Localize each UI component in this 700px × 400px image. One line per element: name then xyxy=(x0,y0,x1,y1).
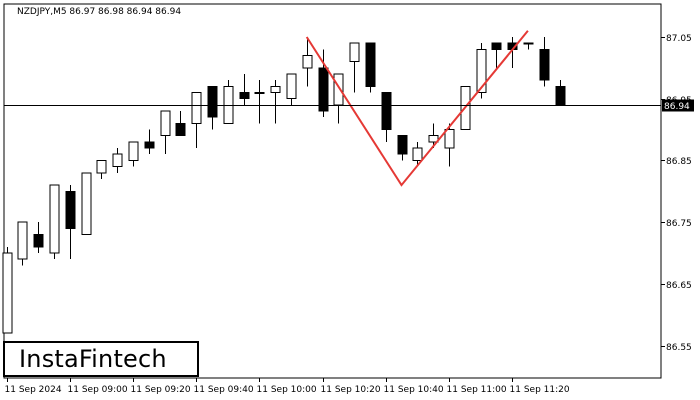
candle xyxy=(207,85,218,130)
candle-body-bearish xyxy=(539,48,550,81)
candle xyxy=(491,42,502,68)
candle-body-bearish xyxy=(555,85,566,106)
candle-body-bullish xyxy=(49,184,60,254)
current-price-label-text: 86.94 xyxy=(664,102,690,112)
candle xyxy=(523,42,534,50)
candle-body-bearish xyxy=(318,67,329,112)
candle xyxy=(286,73,297,105)
candle xyxy=(112,148,123,173)
candle xyxy=(397,135,408,161)
x-tick-label: 11 Sep 09:20 xyxy=(131,385,191,395)
y-tick-label: 86.85 xyxy=(666,157,692,167)
x-tick-label: 11 Sep 10:40 xyxy=(384,385,444,395)
candle xyxy=(270,80,281,124)
candle xyxy=(223,80,234,124)
candle xyxy=(365,42,376,93)
candle-body-bullish xyxy=(428,135,439,143)
candle-body-bullish xyxy=(286,73,297,100)
candle xyxy=(191,92,202,149)
candle xyxy=(476,43,487,99)
y-tick-label: 86.55 xyxy=(666,343,692,353)
candle-body-bullish xyxy=(128,141,139,161)
candle-body-bullish xyxy=(2,252,13,334)
candle xyxy=(254,80,265,124)
candle xyxy=(302,36,313,87)
candle-body-bearish xyxy=(175,122,186,137)
candle-body-bullish xyxy=(302,54,313,69)
plot-border xyxy=(3,3,662,379)
candles xyxy=(2,36,566,334)
candle-body-bullish xyxy=(349,42,360,63)
candle xyxy=(412,141,423,167)
candle xyxy=(555,80,566,106)
x-tick-label: 11 Sep 11:00 xyxy=(447,385,507,395)
candle-body-bullish xyxy=(160,110,171,137)
candle-body-bullish xyxy=(191,92,202,124)
candle xyxy=(81,172,92,235)
x-axis: 11 Sep 2024 11 Sep 09:00 11 Sep 09:20 11 Se… xyxy=(5,378,570,395)
candle-body-bullish xyxy=(412,147,423,161)
candle-body-bullish xyxy=(254,92,265,95)
candle-body-bearish xyxy=(491,42,502,50)
candle xyxy=(539,36,550,87)
y-tick-label: 86.65 xyxy=(666,281,692,291)
candle-body-bullish xyxy=(81,172,92,235)
x-tick-label: 11 Sep 11:20 xyxy=(510,385,570,395)
candle xyxy=(144,129,155,155)
y-tick-label: 86.75 xyxy=(666,219,692,229)
candle xyxy=(333,73,344,124)
brand-logo: InstaFintech xyxy=(3,341,199,377)
candle xyxy=(65,185,76,260)
chart-title: NZDJPY,M5 86.97 86.98 86.94 86.94 xyxy=(17,7,181,17)
candle-body-bearish xyxy=(207,85,218,118)
candle xyxy=(49,184,60,260)
candle-body-bearish xyxy=(65,190,76,229)
pattern-line xyxy=(305,30,529,187)
candle-body-bullish xyxy=(523,42,534,45)
candle xyxy=(381,92,392,142)
x-tick-label: 11 Sep 09:00 xyxy=(68,385,128,395)
double-top-pattern xyxy=(305,30,529,187)
candle-body-bearish xyxy=(381,92,392,131)
current-price-label-bg xyxy=(662,99,694,112)
candle xyxy=(17,221,28,266)
x-tick-label: 11 Sep 10:20 xyxy=(321,385,381,395)
x-tick-label: 11 Sep 09:40 xyxy=(194,385,254,395)
candle-body-bullish xyxy=(112,153,123,168)
candle-body-bullish xyxy=(270,85,281,94)
candle xyxy=(239,73,250,105)
candle-body-bullish xyxy=(333,73,344,106)
x-tick-label: 11 Sep 10:00 xyxy=(257,385,317,395)
candle xyxy=(428,123,439,149)
x-tick-label: 11 Sep 2024 xyxy=(5,385,62,395)
brand-logo-text: InstaFintech xyxy=(19,345,167,373)
candle-body-bearish xyxy=(239,92,250,100)
candle-body-bullish xyxy=(96,159,107,174)
plot-frame xyxy=(3,3,662,379)
candle-body-bullish xyxy=(444,129,455,149)
candle-body-bullish xyxy=(17,221,28,260)
candle-body-bearish xyxy=(397,135,408,155)
candle xyxy=(175,111,186,137)
candle xyxy=(444,123,455,167)
candle xyxy=(2,246,13,334)
candle-body-bearish xyxy=(33,233,44,248)
candle-body-bullish xyxy=(476,48,487,94)
y-tick-label: 87.05 xyxy=(666,34,692,44)
current-price-label: 86.94 xyxy=(662,99,694,112)
candle xyxy=(33,222,44,254)
candle-body-bearish xyxy=(365,42,376,87)
candle xyxy=(160,110,171,155)
candle xyxy=(128,141,139,167)
candle-body-bullish xyxy=(223,85,234,124)
candle xyxy=(96,159,107,179)
candle-body-bearish xyxy=(144,141,155,149)
candle xyxy=(349,42,360,93)
